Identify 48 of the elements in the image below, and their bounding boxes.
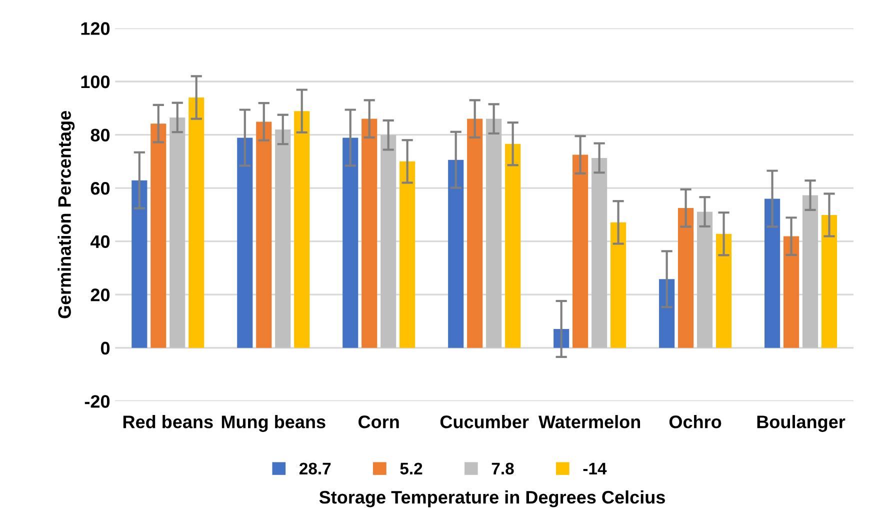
bar xyxy=(716,234,732,348)
x-tick-label: Red beans xyxy=(123,415,213,428)
bar xyxy=(342,138,358,348)
legend-label: -14 xyxy=(583,462,607,474)
bar xyxy=(697,212,713,348)
bar xyxy=(467,118,483,348)
bar xyxy=(362,118,378,348)
bar xyxy=(132,180,148,348)
x-tick-label: Mung beans xyxy=(222,415,326,432)
bar xyxy=(150,124,166,348)
bar xyxy=(505,144,521,348)
x-axis-title: Storage Temperature in Degrees Celcius xyxy=(319,490,665,508)
legend-label: 28.7 xyxy=(299,462,331,474)
legend-label: 5.2 xyxy=(400,462,422,474)
bar xyxy=(802,195,818,348)
x-tick-label: Ochro xyxy=(669,415,722,428)
y-tick-label: 40 xyxy=(90,235,110,248)
bar xyxy=(294,111,310,348)
legend-label: 7.8 xyxy=(492,462,514,474)
bar xyxy=(821,214,838,348)
bar xyxy=(610,222,626,348)
bar xyxy=(448,160,464,348)
bar xyxy=(275,129,291,348)
bar xyxy=(572,154,588,348)
y-tick-label: -20 xyxy=(84,395,110,408)
y-tick-label: 60 xyxy=(90,182,110,195)
x-tick-label: Watermelon xyxy=(538,415,640,428)
y-axis-title: Germination Percentage xyxy=(58,110,75,318)
bar xyxy=(659,279,675,348)
y-tick-label: 80 xyxy=(90,128,110,142)
bar xyxy=(592,158,608,348)
y-tick-label: 0 xyxy=(100,342,110,355)
bar xyxy=(170,117,186,348)
bar xyxy=(237,138,253,348)
x-tick-label: Corn xyxy=(358,416,399,428)
bar xyxy=(678,208,694,348)
y-tick-label: 100 xyxy=(81,75,110,88)
bar xyxy=(380,135,396,348)
x-tick-label: Cucumber xyxy=(440,415,529,428)
bar xyxy=(188,97,204,348)
bar xyxy=(764,198,780,348)
bar xyxy=(486,118,502,348)
bar xyxy=(256,122,272,348)
bar xyxy=(783,236,800,348)
y-tick-label: 120 xyxy=(81,22,110,35)
bar xyxy=(400,161,416,348)
y-tick-label: 20 xyxy=(90,288,110,302)
x-tick-label: Boulanger xyxy=(757,415,846,432)
